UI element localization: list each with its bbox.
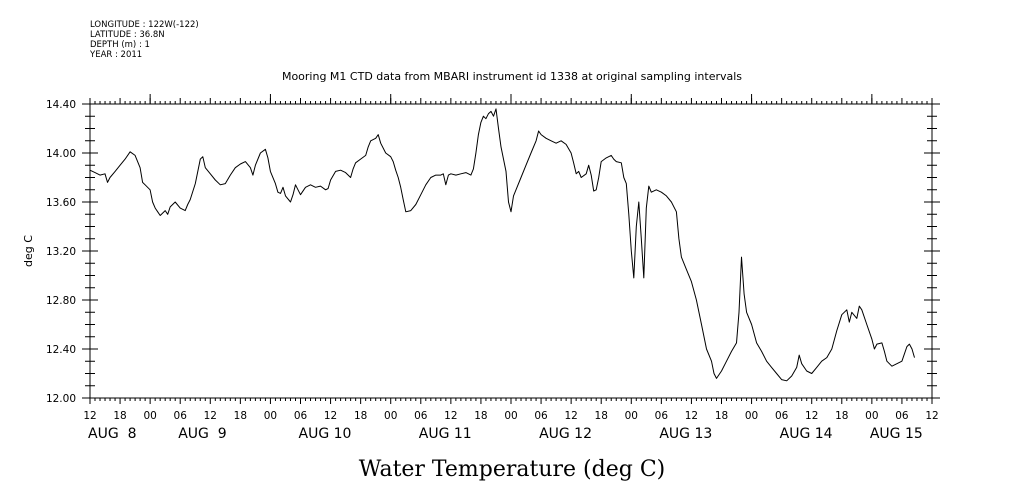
y-tick-label: 14.40 (46, 99, 76, 111)
x-hour-label: 18 (715, 410, 728, 422)
x-day-labels: AUG 8 AUG 9 AUG 10 AUG 11 AUG 12 AUG 13 AUG 14… (88, 426, 923, 442)
y-tick-label: 12.00 (46, 393, 76, 405)
x-hour-label: 18 (474, 410, 487, 422)
x-hour-label: 00 (143, 410, 156, 422)
x-hour-label: 06 (534, 410, 548, 422)
y-axis-label: deg C (22, 235, 35, 267)
x-hour-label: 00 (384, 410, 397, 422)
x-hour-label: 18 (354, 410, 367, 422)
chart-title: Mooring M1 CTD data from MBARI instrumen… (282, 70, 742, 83)
longitude-text: LONGITUDE : 122W(-122) (90, 20, 199, 30)
y-tick-label: 14.00 (46, 148, 76, 160)
x-hour-label: 00 (625, 410, 638, 422)
x-hour-label: 06 (294, 410, 308, 422)
x-hour-label: 12 (444, 410, 457, 422)
x-day-label: AUG 13 (659, 426, 712, 442)
axis-ticks (82, 94, 940, 404)
x-hour-label: 06 (414, 410, 428, 422)
x-hour-label: 06 (895, 410, 909, 422)
latitude-text: LATITUDE : 36.8N (90, 30, 165, 40)
year-text: YEAR : 2011 (90, 50, 143, 60)
x-hour-label: 18 (234, 410, 247, 422)
x-hour-label: 00 (504, 410, 517, 422)
x-hour-label: 18 (113, 410, 126, 422)
y-tick-labels: 12.00 12.40 12.80 13.20 13.60 14.00 14.40 (46, 99, 76, 405)
x-hour-label: 06 (775, 410, 789, 422)
x-hour-label: 06 (174, 410, 188, 422)
x-hour-label: 12 (925, 410, 938, 422)
bottom-title: Water Temperature (deg C) (359, 457, 666, 482)
data-series (89, 108, 915, 382)
x-hour-label: 12 (805, 410, 818, 422)
x-hour-label: 12 (685, 410, 698, 422)
plot-frame (89, 103, 933, 399)
x-hour-label: 00 (745, 410, 758, 422)
x-hour-label: 00 (264, 410, 277, 422)
x-hour-label: 12 (324, 410, 337, 422)
x-hour-label: 00 (865, 410, 878, 422)
y-tick-label: 12.80 (46, 295, 76, 307)
x-day-label: AUG 12 (539, 426, 592, 442)
x-hour-label: 06 (655, 410, 669, 422)
metadata-block: LONGITUDE : 122W(-122) LATITUDE : 36.8N … (90, 20, 199, 60)
x-hour-label: 18 (595, 410, 608, 422)
depth-text: DEPTH (m) : 1 (90, 40, 150, 50)
y-tick-label: 13.20 (46, 246, 76, 258)
x-hour-label: 18 (835, 410, 848, 422)
x-day-label: AUG 14 (780, 426, 833, 442)
x-day-label: AUG 15 (870, 426, 923, 442)
y-tick-label: 13.60 (46, 197, 76, 209)
x-tick-labels: 12 18 00 06 12 18 00 06 12 18 00 06 12 18 00 06 12 18 00 06… (83, 410, 938, 422)
x-day-label: AUG 10 (299, 426, 352, 442)
x-hour-label: 12 (564, 410, 577, 422)
x-day-label: AUG 9 (178, 426, 226, 442)
x-day-label: AUG 11 (419, 426, 472, 442)
series-line (89, 108, 915, 382)
x-day-label: AUG 8 (88, 426, 136, 442)
x-hour-label: 12 (83, 410, 96, 422)
x-hour-label: 12 (204, 410, 217, 422)
y-tick-label: 12.40 (46, 344, 76, 356)
